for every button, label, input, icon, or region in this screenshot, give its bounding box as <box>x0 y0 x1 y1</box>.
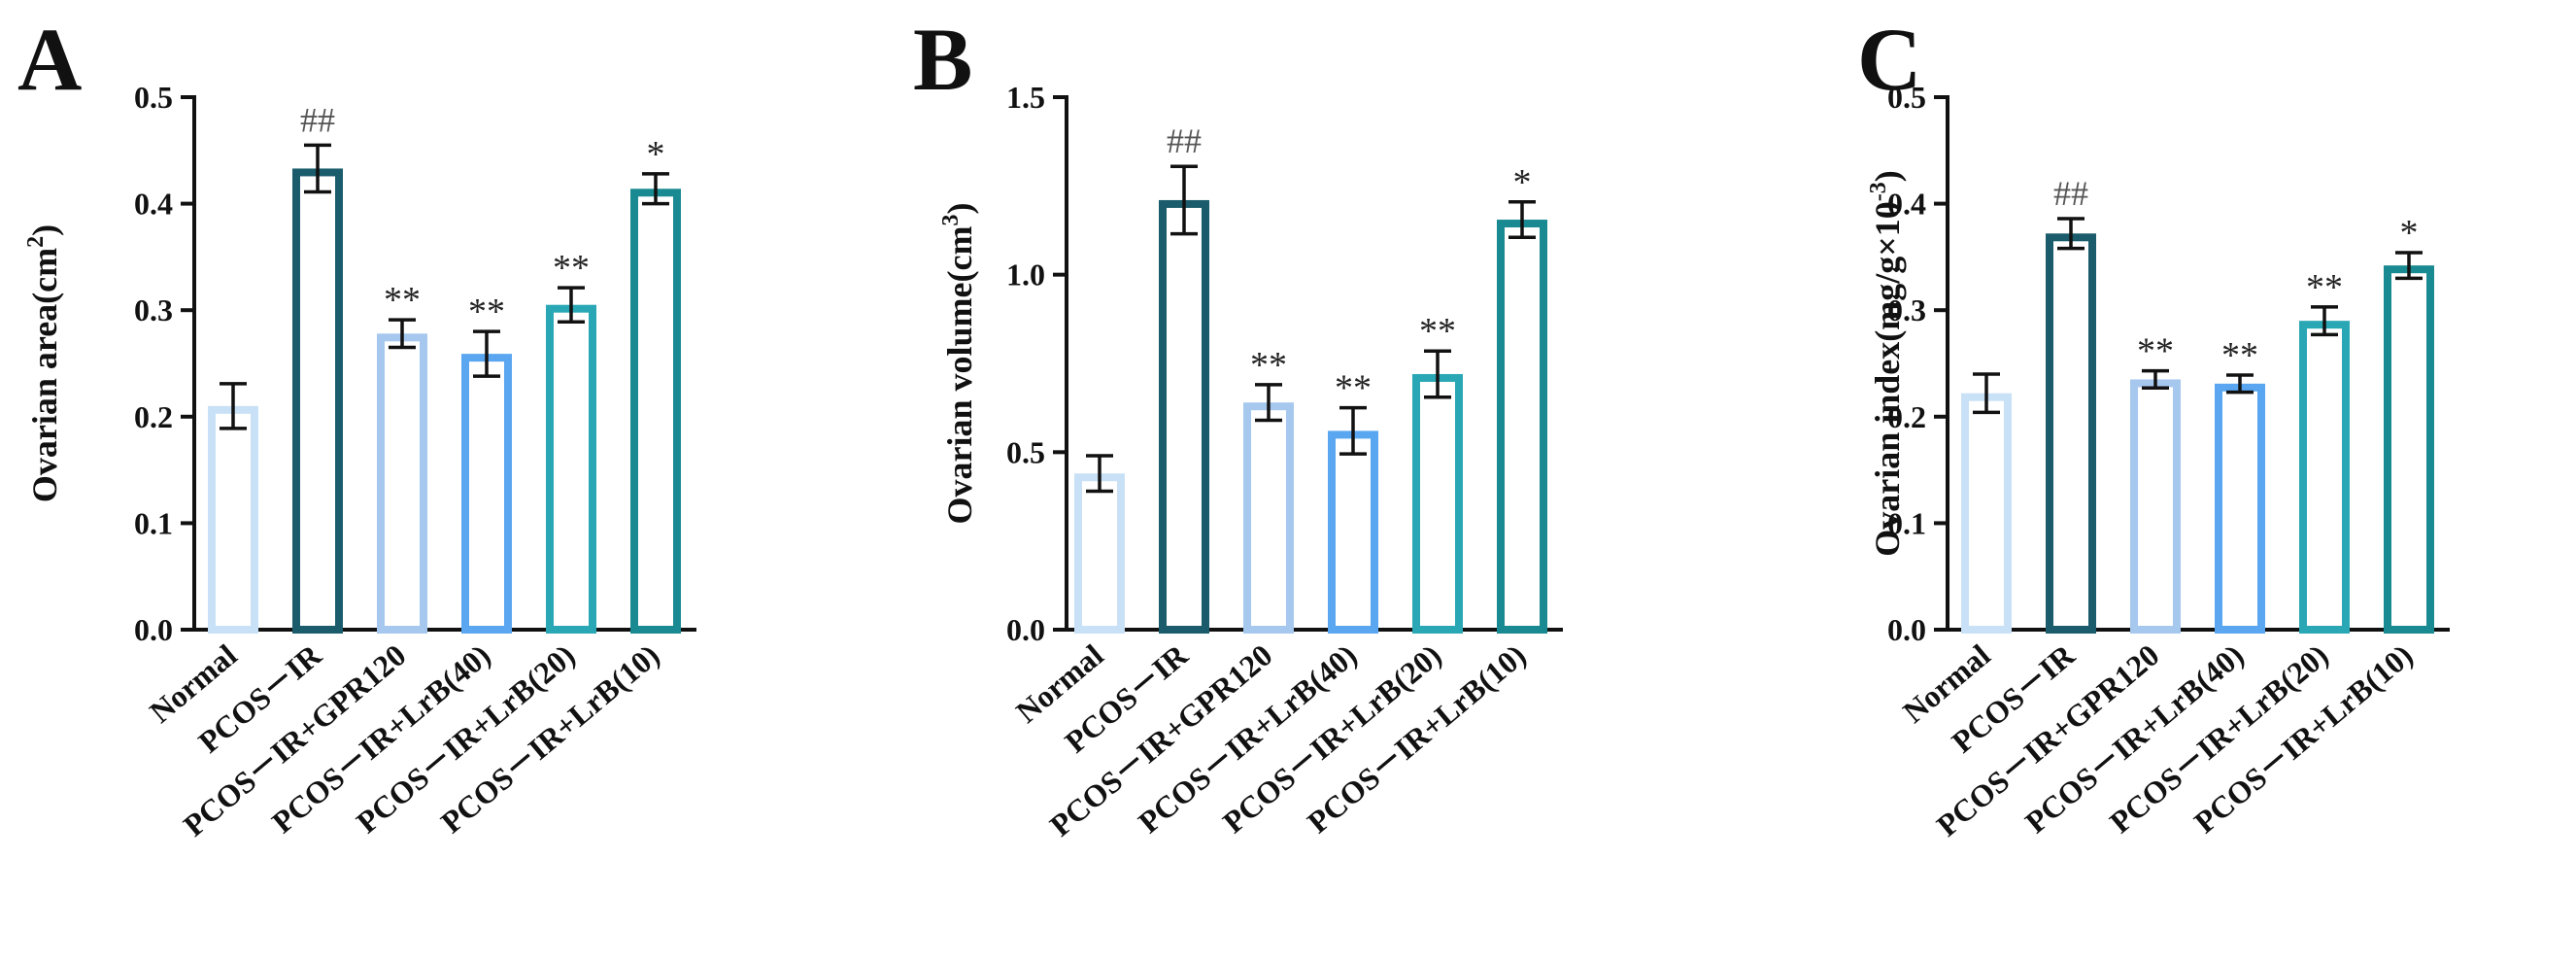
y-axis-title-superscript: 2 <box>23 236 49 248</box>
significance-label: ** <box>384 280 421 321</box>
bar <box>630 189 681 634</box>
bar <box>2384 265 2434 634</box>
bar <box>377 333 427 634</box>
y-tick-label: 0.2 <box>134 399 173 434</box>
significance-label: * <box>1513 162 1532 203</box>
y-tick-label: 0.5 <box>134 80 173 115</box>
bar <box>2046 233 2096 634</box>
y-tick-label: 0.3 <box>1887 292 1926 327</box>
significance-label: * <box>2400 213 2419 254</box>
significance-label: ** <box>1419 311 1456 352</box>
y-axis-title: Ovarian index(mg/g×10-3) <box>1866 170 1907 557</box>
bar <box>1074 473 1125 634</box>
y-axis-title-main: Ovarian volume(cm <box>940 226 979 525</box>
y-axis-title-superscript: 3 <box>938 215 964 226</box>
bar <box>208 405 258 634</box>
significance-label: ## <box>2053 174 2088 213</box>
significance-label: * <box>647 134 665 175</box>
significance-label: ** <box>553 248 590 289</box>
bar <box>2130 379 2181 634</box>
y-tick-label: 0.0 <box>1887 612 1926 647</box>
significance-label: ** <box>1250 345 1287 386</box>
y-axis-title-superscript: -3 <box>1866 182 1891 201</box>
panel-letter: A <box>17 10 82 109</box>
significance-label: ** <box>2221 335 2258 376</box>
panel-letter: C <box>1857 10 1921 109</box>
y-tick-label: 0.5 <box>1006 434 1045 469</box>
bar <box>1159 199 1209 635</box>
y-axis-title: Ovarian area(cm2) <box>23 224 64 502</box>
y-axis-title-main: Ovarian index(mg/g×10 <box>1868 201 1907 557</box>
significance-label: ** <box>1335 368 1372 409</box>
y-axis-title-tail: ) <box>940 203 979 215</box>
y-axis-title-tail: ) <box>25 224 64 236</box>
panel-letter: B <box>913 10 972 109</box>
y-tick-label: 0.0 <box>1006 612 1045 647</box>
y-tick-label: 0.1 <box>1887 505 1926 540</box>
y-tick-label: 0.0 <box>134 612 173 647</box>
bar <box>2299 321 2350 634</box>
bar <box>1243 402 1294 635</box>
chart-panel-c: C 0.0 0.1 0.2 0.3 0.4 0.5 Ovarian index(mg/g×10… <box>1857 10 2450 843</box>
bar <box>1412 373 1463 634</box>
bar <box>546 304 596 634</box>
bar <box>292 168 343 634</box>
y-tick-label: 0.3 <box>134 292 173 327</box>
y-tick-label: 1.5 <box>1006 80 1045 115</box>
significance-label: ## <box>1167 121 1202 160</box>
bar <box>1497 220 1547 634</box>
y-tick-label: 0.4 <box>134 187 173 222</box>
bar <box>461 354 512 634</box>
significance-label: ## <box>300 100 335 139</box>
y-tick-label: 0.4 <box>1887 187 1926 222</box>
significance-label: ** <box>2306 267 2343 308</box>
y-axis-title: Ovarian volume(cm3) <box>938 203 979 525</box>
significance-label: ** <box>2137 331 2174 372</box>
y-tick-label: 0.2 <box>1887 399 1926 434</box>
y-tick-label: 0.1 <box>134 505 173 540</box>
significance-label: ** <box>468 292 505 332</box>
y-axis-title-tail: ) <box>1868 170 1907 182</box>
bar <box>1328 430 1378 634</box>
bar <box>2215 383 2265 634</box>
y-tick-label: 0.5 <box>1887 80 1926 115</box>
y-tick-label: 1.0 <box>1006 258 1045 292</box>
bar <box>1961 393 2012 634</box>
y-axis-title-main: Ovarian area(cm <box>25 248 64 502</box>
